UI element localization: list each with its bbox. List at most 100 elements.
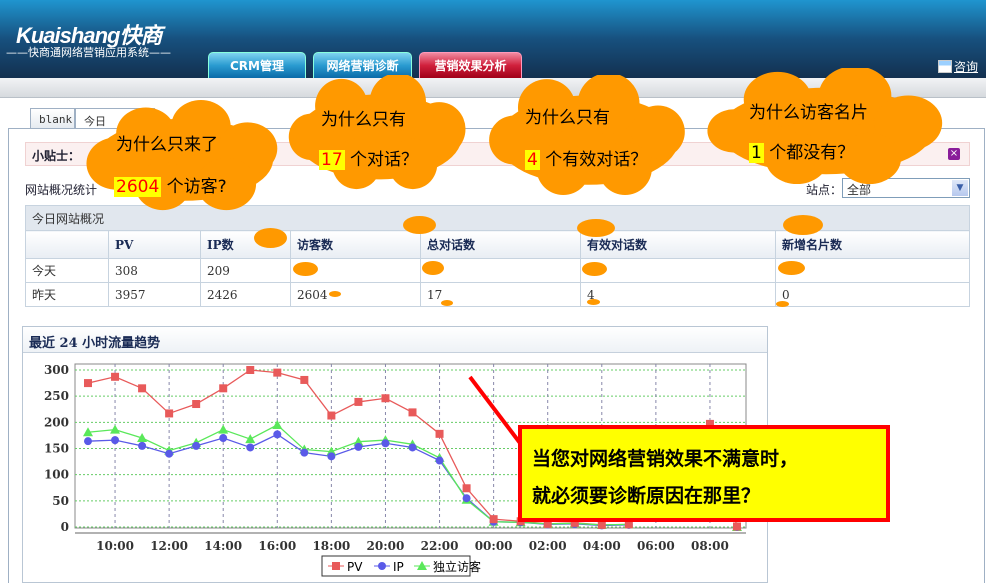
annotation-blob — [422, 261, 444, 275]
annotation-blob — [582, 262, 607, 276]
annotation-blob — [776, 301, 789, 307]
cloud-number: 4 — [525, 150, 540, 170]
pv-point — [165, 409, 174, 418]
app-header: Kuaishang快商 ——快商通网络营销应用系统—— CRM管理 网络营销诊断… — [0, 0, 986, 78]
ip-point — [192, 441, 201, 450]
toolbar-band — [0, 78, 986, 98]
ip-point — [300, 448, 309, 457]
callout-text: 就必须要诊断原因在那里？ — [532, 485, 761, 507]
x-tick-label: 22:00 — [421, 539, 459, 553]
pv-point — [300, 375, 309, 384]
x-tick-label: 00:00 — [475, 539, 513, 553]
cell — [775, 258, 970, 283]
cell — [420, 258, 581, 283]
annotation-blob — [783, 215, 823, 235]
x-tick-label: 18:00 — [312, 539, 350, 553]
pv-point — [570, 518, 579, 527]
pv-point — [408, 408, 417, 417]
cloud-number: 17 — [319, 150, 345, 170]
uv-point — [245, 434, 256, 444]
legend-label: 独立访客 — [433, 559, 481, 574]
x-tick-label: 04:00 — [583, 539, 621, 553]
stats-label: 网站概况统计 — [25, 183, 98, 197]
uv-point — [218, 424, 229, 434]
ip-point — [462, 494, 471, 503]
cell: 3957 — [108, 282, 201, 307]
cell: 0 — [775, 282, 970, 307]
cloud-callout-visitor-cards: 为什么访客名片 1 个都没有？ — [705, 68, 947, 186]
y-tick-label: 250 — [44, 389, 69, 403]
cell: 209 — [200, 258, 291, 283]
tab-crm[interactable]: CRM管理 — [208, 52, 306, 78]
cell: 4 — [580, 282, 776, 307]
consult-link[interactable]: 咨询 — [937, 58, 978, 75]
annotation-blob — [778, 261, 805, 275]
edit-icon — [937, 60, 952, 73]
legend — [321, 555, 471, 577]
cloud-text: 个访客? — [166, 177, 227, 197]
cloud-callout-conversations: 为什么只有 17 个对话？ — [285, 75, 473, 191]
x-tick-label: 10:00 — [96, 539, 134, 553]
uv-point — [137, 433, 148, 443]
pv-point — [624, 520, 633, 529]
annotation-blob — [329, 291, 341, 297]
cloud-text: 个都没有？ — [769, 143, 855, 163]
pv-point — [138, 384, 147, 393]
annotation-blob — [254, 228, 287, 248]
annotation-blob — [587, 299, 600, 305]
close-icon[interactable]: × — [948, 148, 960, 160]
subtab-blank[interactable]: blank — [30, 108, 75, 129]
cell — [580, 258, 776, 283]
column-header: PV — [108, 230, 201, 259]
cloud-text: 为什么只有 — [321, 110, 406, 130]
column-header: 总对话数 — [420, 230, 581, 259]
x-tick-label: 08:00 — [691, 539, 729, 553]
pv-point — [543, 519, 552, 528]
y-tick-label: 50 — [52, 494, 69, 508]
annotation-blob — [403, 216, 436, 234]
y-tick-label: 0 — [61, 520, 69, 534]
cloud-text: 个对话？ — [350, 150, 419, 170]
cell: 2426 — [200, 282, 291, 307]
legend-marker — [378, 562, 386, 570]
ip-point — [435, 456, 444, 465]
table-row: 今天 308 209 — [25, 258, 970, 283]
chart-title: 最近 24 小时流量趋势 — [23, 327, 767, 353]
tab-marketing-diagnosis[interactable]: 网络营销诊断 — [313, 52, 412, 78]
uv-point — [83, 427, 93, 437]
pv-point — [381, 394, 390, 403]
column-header — [25, 230, 109, 259]
consult-label: 咨询 — [953, 60, 978, 74]
pv-point — [705, 419, 714, 428]
column-header: 新增名片数 — [775, 230, 970, 259]
uv-point — [272, 419, 283, 429]
pv-point — [327, 411, 336, 420]
pv-point — [733, 522, 741, 531]
ip-point — [84, 437, 92, 446]
logo-subtitle: ——快商通网络营销应用系统—— — [6, 46, 171, 59]
ip-point — [354, 442, 363, 451]
callout-box: 当您对网络营销效果不满意时， 就必须要诊断原因在那里？ — [518, 425, 890, 522]
callout-text: 当您对网络营销效果不满意时， — [532, 448, 799, 470]
x-tick-label: 06:00 — [637, 539, 675, 553]
logo: Kuaishang快商 — [16, 23, 162, 48]
overview-table: 今日网站概况 PV IP数 访客数 总对话数 有效对话数 新增名片数 今天 308… — [25, 205, 970, 307]
legend-marker — [417, 561, 427, 570]
cloud-number: 2604 — [114, 177, 162, 197]
tab-marketing-analysis[interactable]: 营销效果分析 — [419, 52, 522, 78]
cell: 昨天 — [25, 282, 109, 307]
cloud-number: 1 — [749, 143, 764, 163]
pv-point — [219, 384, 228, 393]
ip-point — [381, 439, 390, 448]
pv-point — [84, 379, 92, 388]
ip-point — [273, 430, 282, 439]
pv-point — [246, 366, 255, 374]
column-header: 有效对话数 — [580, 230, 776, 259]
ip-point — [138, 441, 147, 450]
annotation-blob — [293, 262, 318, 276]
x-tick-label: 12:00 — [150, 539, 188, 553]
cloud-text: 为什么只有 — [525, 108, 610, 128]
chevron-down-icon[interactable]: ▼ — [952, 180, 968, 196]
cell: 今天 — [25, 258, 109, 283]
legend-label: PV — [347, 560, 363, 574]
